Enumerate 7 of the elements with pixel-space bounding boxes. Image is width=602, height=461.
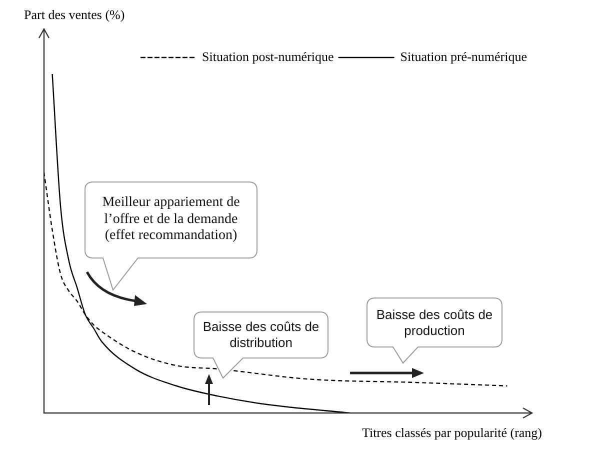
annotation: Baisse des coûts de distribution xyxy=(202,318,320,352)
annotation: Baisse des coûts de production xyxy=(375,306,494,340)
annotation: Meilleur appariement de l’offre et de la demande (effet recommandation) xyxy=(101,194,241,246)
x-axis-title: Titres classés par popularité (rang) xyxy=(362,424,542,440)
legend-label: Situation post-numérique xyxy=(202,48,334,64)
legend-label: Situation pré-numérique xyxy=(400,48,528,64)
y-axis-title: Part des ventes (%) xyxy=(24,6,125,22)
